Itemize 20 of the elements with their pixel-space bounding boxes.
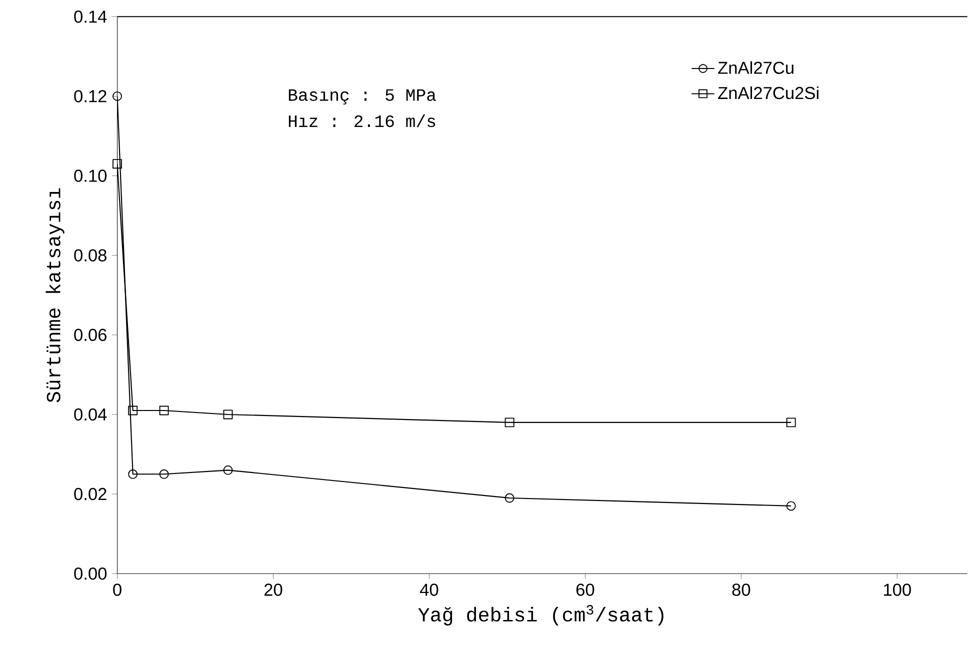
y-tick-label: 0.10	[74, 170, 107, 182]
x-axis-title: Yağ debisi (cm$^{3}$/saat)	[418, 605, 664, 626]
x-tick-label: 40	[420, 584, 438, 596]
y-tick-label: 0.04	[74, 408, 107, 421]
y-tick-label: 0.02	[74, 488, 106, 500]
y-tick-label: 0.08	[74, 249, 106, 262]
annotation: Hız : 2.16 m/s	[288, 114, 436, 128]
x-tick-label: 20	[264, 584, 282, 596]
legend-label: ZnAl27Cu2Si	[718, 86, 818, 100]
x-tick-label: 80	[732, 584, 750, 596]
y-tick-label: 0.14	[74, 10, 107, 24]
x-tick-label: 100	[884, 584, 911, 596]
y-tick-label: 0.06	[74, 329, 106, 342]
y-tick-label: 0.12	[74, 90, 106, 103]
y-tick-label: 0.00	[74, 568, 107, 580]
x-tick-label: 0	[113, 584, 122, 596]
legend-label: ZnAl27Cu	[718, 61, 794, 74]
x-tick-label: 60	[576, 584, 594, 596]
y-axis-title: Sürtünme katsayısı	[46, 188, 64, 403]
annotation: Basınç : 5 MPa	[288, 90, 436, 105]
